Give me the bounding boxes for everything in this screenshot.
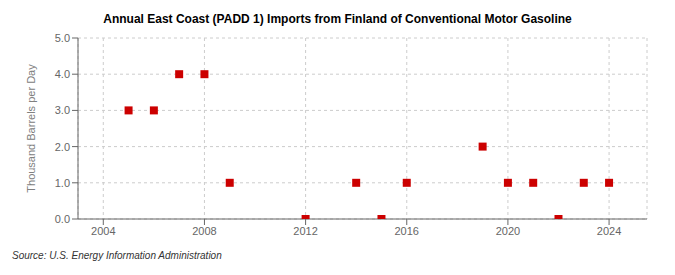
- svg-text:5.0: 5.0: [55, 32, 70, 44]
- svg-text:Thousand Barrels per Day: Thousand Barrels per Day: [25, 64, 37, 193]
- svg-text:2012: 2012: [293, 225, 317, 237]
- svg-text:4.0: 4.0: [55, 68, 70, 80]
- svg-text:2016: 2016: [395, 225, 419, 237]
- svg-text:1.0: 1.0: [55, 177, 70, 189]
- svg-text:3.0: 3.0: [55, 104, 70, 116]
- html-text:Annual East Coast (PADD 1) Imp: Annual East Coast (PADD 1) Imports from …: [103, 12, 572, 26]
- svg-text:2008: 2008: [192, 225, 216, 237]
- html-text:Source: U.S. Energy Informatio: Source: U.S. Energy Information Administ…: [12, 250, 222, 261]
- svg-text:0.0: 0.0: [55, 213, 70, 225]
- svg-text:2004: 2004: [91, 225, 115, 237]
- svg-text:2020: 2020: [496, 225, 520, 237]
- svg-text:2.0: 2.0: [55, 141, 70, 153]
- svg-text:2024: 2024: [597, 225, 621, 237]
